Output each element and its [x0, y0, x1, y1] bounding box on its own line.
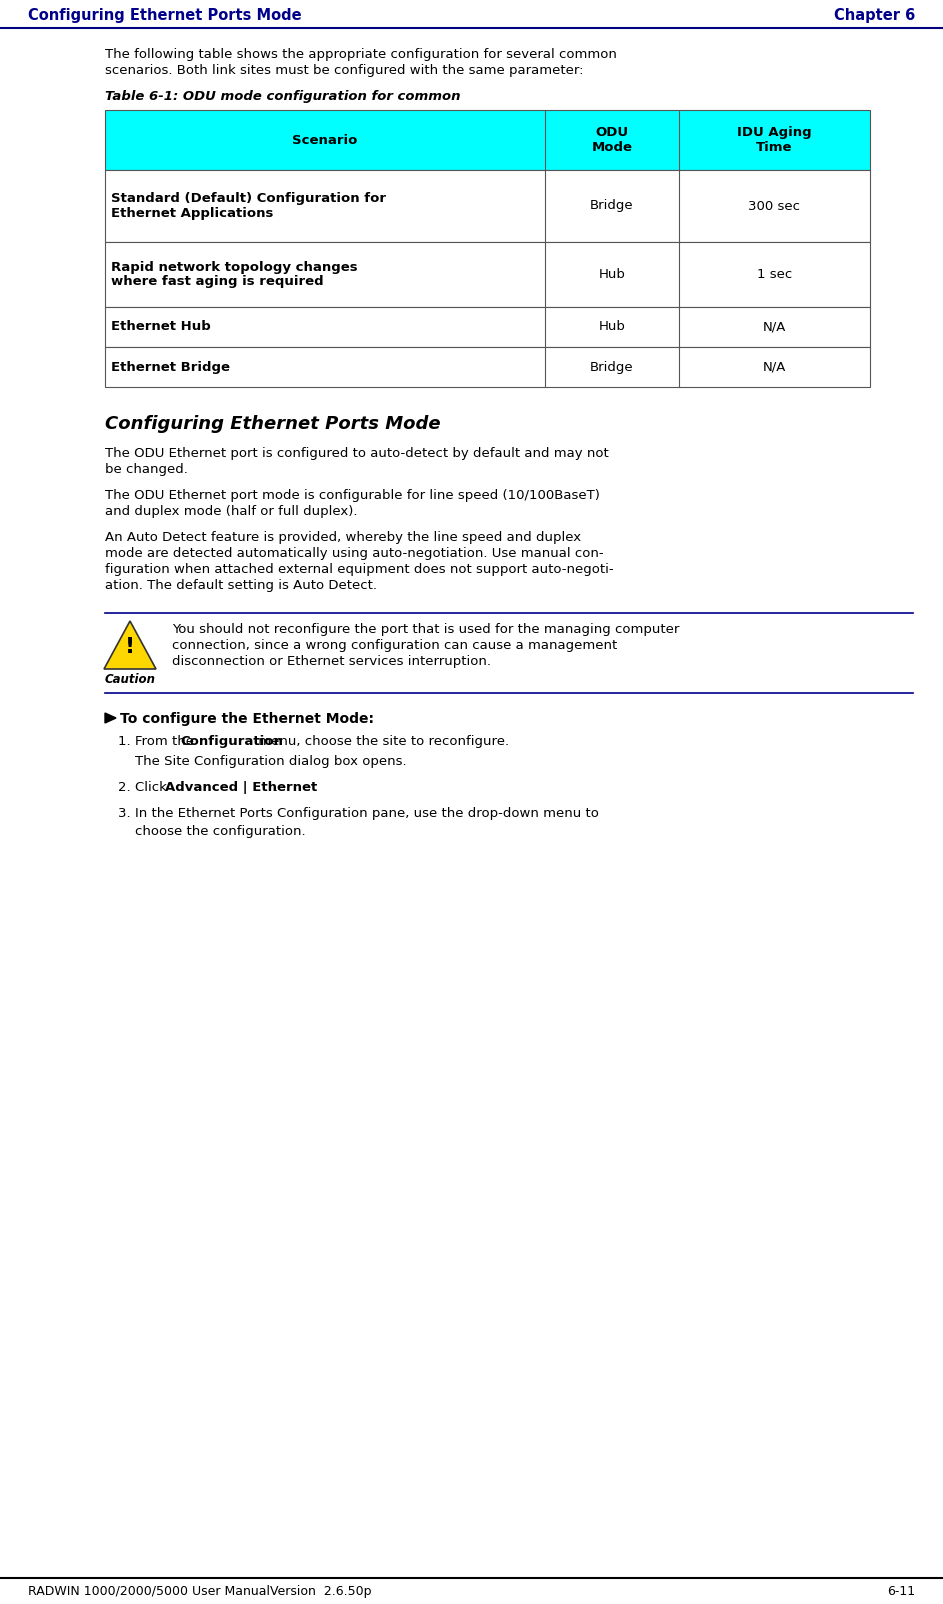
Text: Advanced | Ethernet: Advanced | Ethernet: [165, 781, 317, 794]
Text: Rapid network topology changes
where fast aging is required: Rapid network topology changes where fas…: [111, 260, 357, 289]
Text: and duplex mode (half or full duplex).: and duplex mode (half or full duplex).: [105, 505, 357, 518]
Text: IDU Aging
Time: IDU Aging Time: [737, 127, 812, 154]
Text: Bridge: Bridge: [590, 361, 634, 374]
Text: To configure the Ethernet Mode:: To configure the Ethernet Mode:: [120, 712, 374, 727]
Text: The following table shows the appropriate configuration for several common: The following table shows the appropriat…: [105, 48, 617, 61]
Text: menu, choose the site to reconfigure.: menu, choose the site to reconfigure.: [254, 735, 509, 747]
Text: be changed.: be changed.: [105, 464, 188, 476]
Text: !: !: [124, 637, 135, 658]
Text: .: .: [273, 781, 277, 794]
Polygon shape: [104, 621, 156, 669]
Text: Standard (Default) Configuration for
Ethernet Applications: Standard (Default) Configuration for Eth…: [111, 192, 386, 220]
Text: ODU
Mode: ODU Mode: [591, 127, 633, 154]
Bar: [105, 170, 870, 242]
Text: connection, since a wrong configuration can cause a management: connection, since a wrong configuration …: [172, 638, 618, 651]
Polygon shape: [105, 714, 116, 723]
Text: Click: Click: [135, 781, 171, 794]
Text: disconnection or Ethernet services interruption.: disconnection or Ethernet services inter…: [172, 654, 491, 667]
Text: The ODU Ethernet port is configured to auto-detect by default and may not: The ODU Ethernet port is configured to a…: [105, 448, 609, 460]
Text: Configuring Ethernet Ports Mode: Configuring Ethernet Ports Mode: [105, 415, 440, 433]
Text: Scenario: Scenario: [292, 133, 357, 146]
Text: N/A: N/A: [763, 321, 786, 334]
Text: 2.: 2.: [118, 781, 135, 794]
Text: 1.: 1.: [118, 735, 135, 747]
Text: Caution: Caution: [105, 674, 156, 687]
Text: Hub: Hub: [599, 268, 625, 281]
Bar: [105, 346, 870, 387]
Text: You should not reconfigure the port that is used for the managing computer: You should not reconfigure the port that…: [172, 622, 679, 637]
Bar: [105, 242, 870, 306]
Text: 3.: 3.: [118, 807, 135, 820]
Text: Hub: Hub: [599, 321, 625, 334]
Text: figuration when attached external equipment does not support auto-negoti-: figuration when attached external equipm…: [105, 563, 614, 576]
Text: Configuring Ethernet Ports Mode: Configuring Ethernet Ports Mode: [28, 8, 302, 22]
Text: An Auto Detect feature is provided, whereby the line speed and duplex: An Auto Detect feature is provided, wher…: [105, 531, 581, 544]
Bar: [105, 111, 870, 170]
Text: ation. The default setting is Auto Detect.: ation. The default setting is Auto Detec…: [105, 579, 377, 592]
Text: RADWIN 1000/2000/5000 User ManualVersion  2.6.50p: RADWIN 1000/2000/5000 User ManualVersion…: [28, 1585, 372, 1598]
Text: From the: From the: [135, 735, 198, 747]
Bar: [105, 306, 870, 346]
Text: Bridge: Bridge: [590, 199, 634, 212]
Text: 6-11: 6-11: [886, 1585, 915, 1598]
Text: scenarios. Both link sites must be configured with the same parameter:: scenarios. Both link sites must be confi…: [105, 64, 584, 77]
Text: mode are detected automatically using auto-negotiation. Use manual con-: mode are detected automatically using au…: [105, 547, 604, 560]
Text: Ethernet Hub: Ethernet Hub: [111, 321, 210, 334]
Text: Configuration: Configuration: [180, 735, 283, 747]
Text: The ODU Ethernet port mode is configurable for line speed (10/100BaseT): The ODU Ethernet port mode is configurab…: [105, 489, 600, 502]
Text: The Site Configuration dialog box opens.: The Site Configuration dialog box opens.: [135, 755, 406, 768]
Text: Table 6-1: ODU mode configuration for common: Table 6-1: ODU mode configuration for co…: [105, 90, 460, 103]
Text: Ethernet Bridge: Ethernet Bridge: [111, 361, 230, 374]
Text: Chapter 6: Chapter 6: [834, 8, 915, 22]
Text: 1 sec: 1 sec: [756, 268, 792, 281]
Text: In the Ethernet Ports Configuration pane, use the drop-down menu to: In the Ethernet Ports Configuration pane…: [135, 807, 599, 820]
Text: N/A: N/A: [763, 361, 786, 374]
Text: 300 sec: 300 sec: [749, 199, 801, 212]
Text: choose the configuration.: choose the configuration.: [135, 824, 306, 837]
